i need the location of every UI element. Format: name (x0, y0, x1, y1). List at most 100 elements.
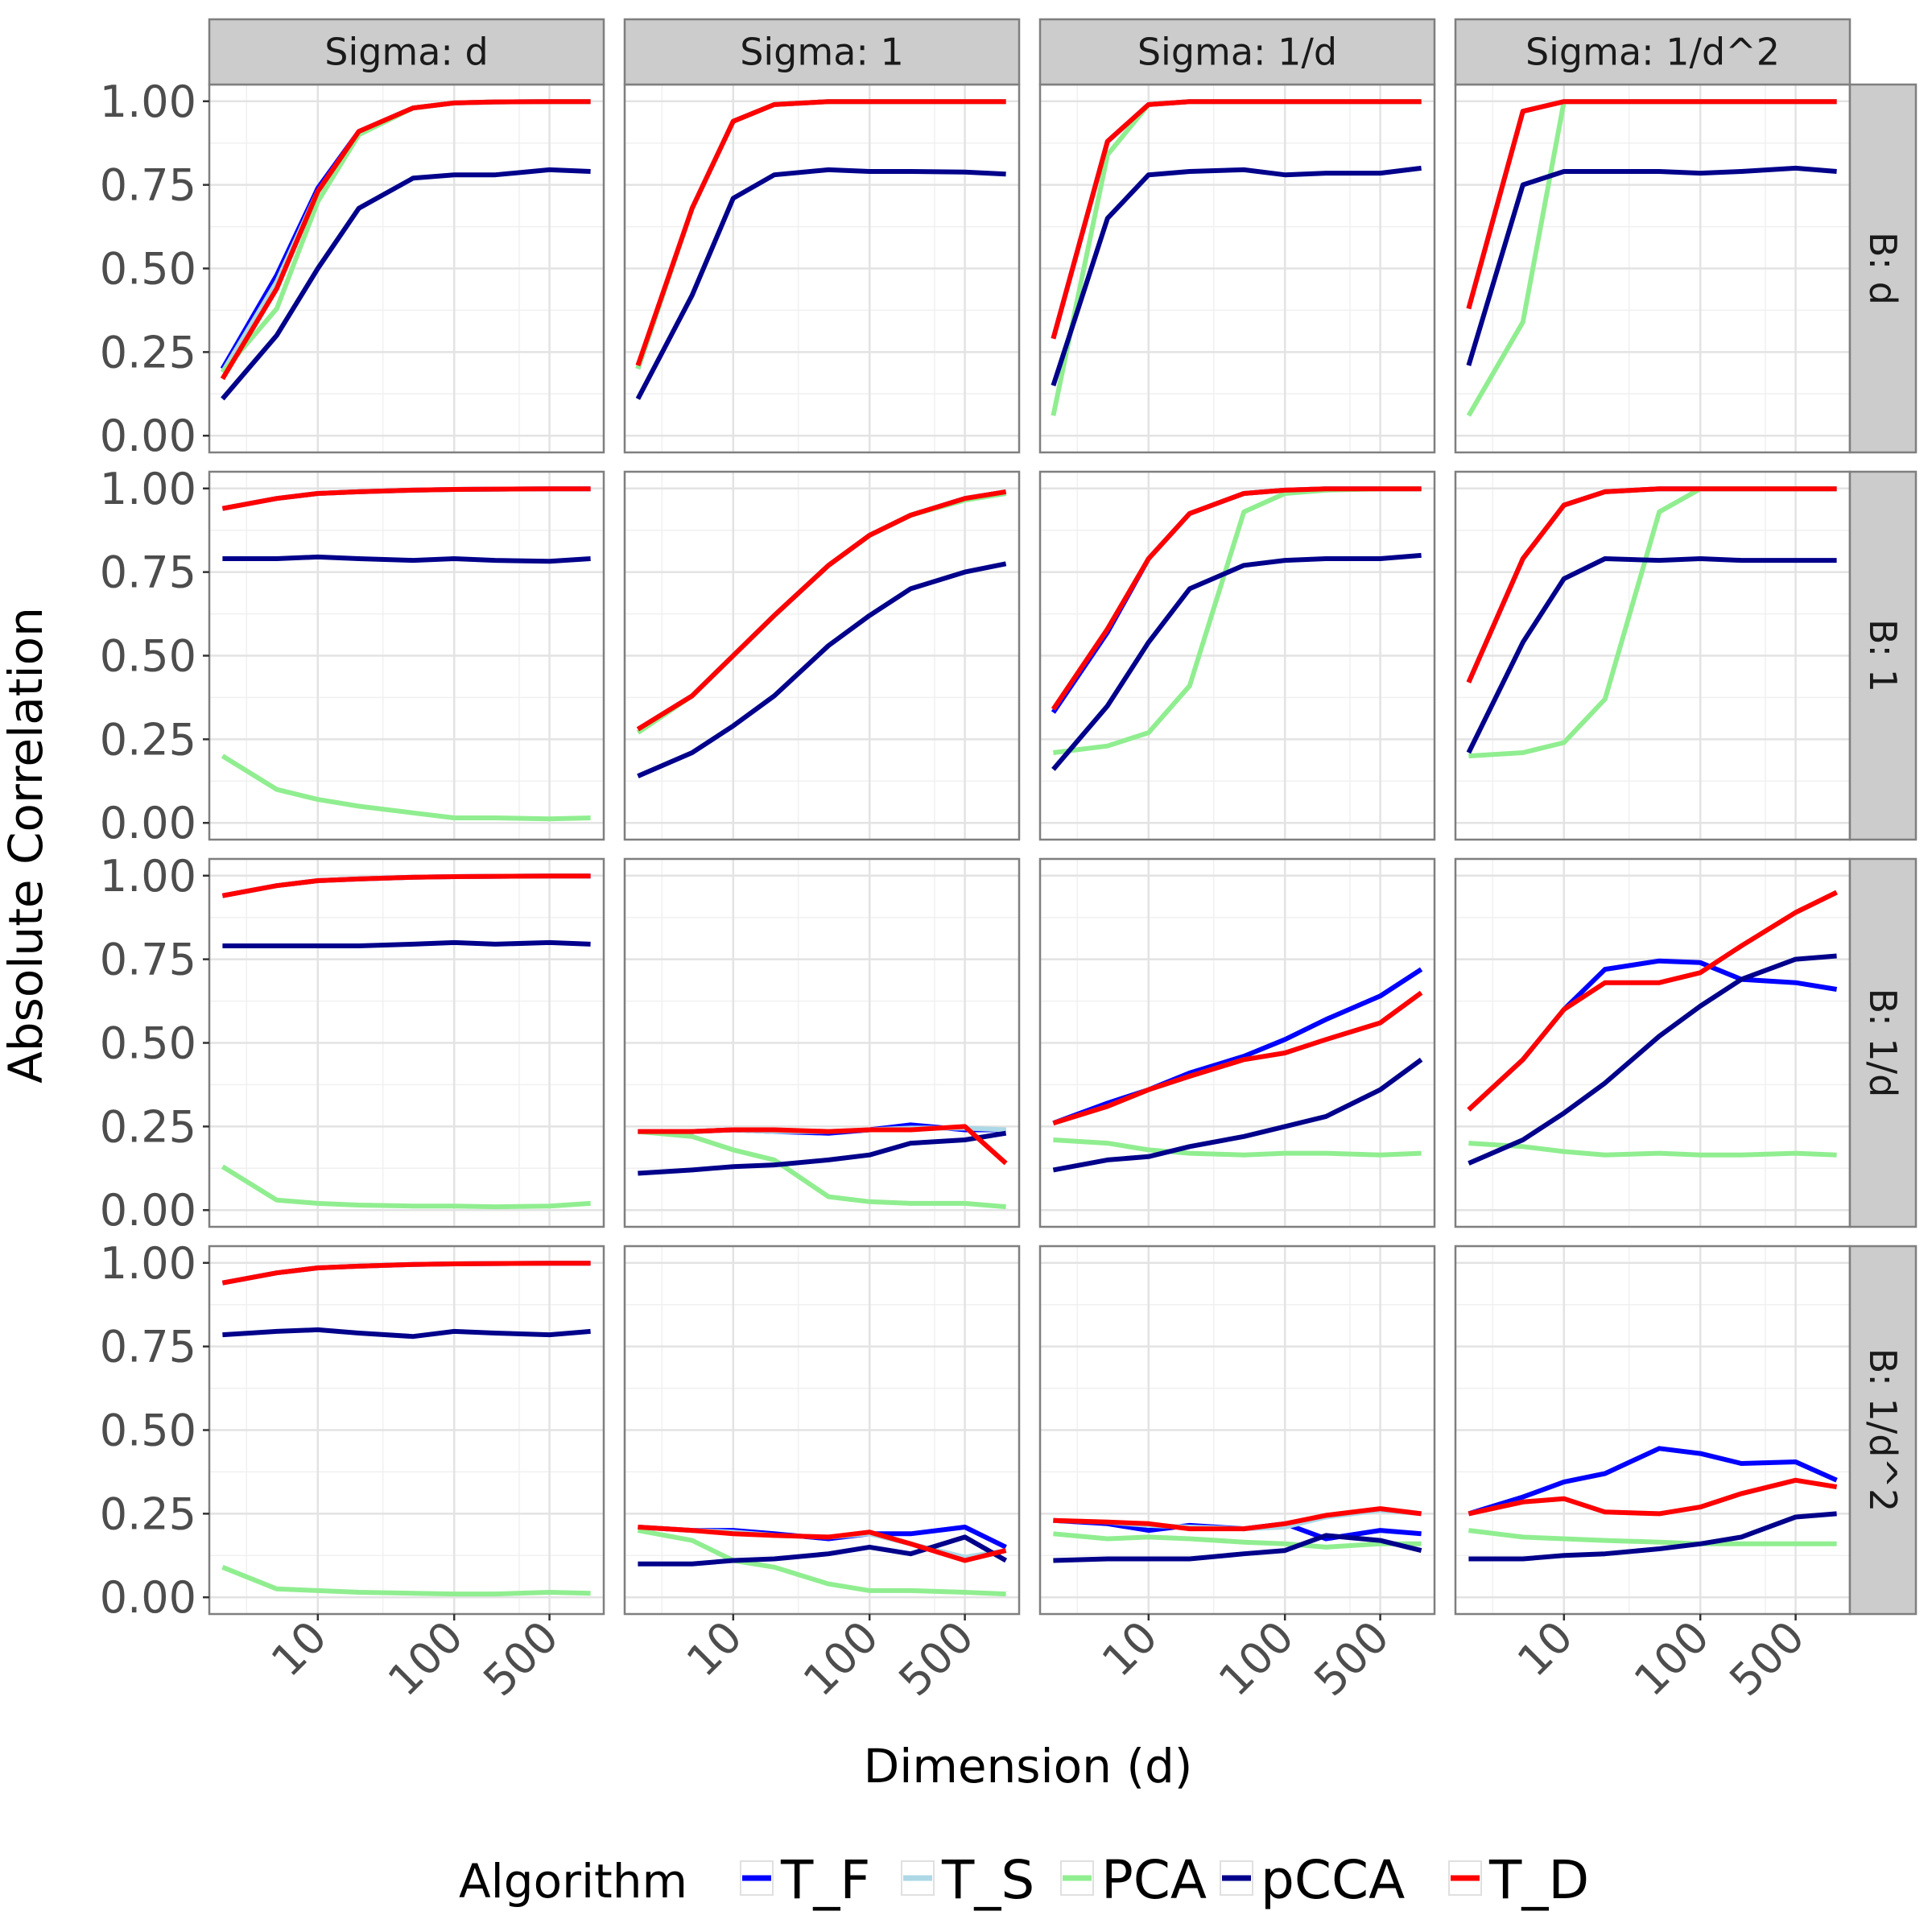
series-line-pca (221, 1164, 591, 1210)
legend-entries: T_F T_S PCA pCCA T_D (740, 1849, 1589, 1911)
series-line-pcca (638, 1534, 1008, 1567)
panel-border (623, 857, 1021, 1228)
strip-background (1454, 18, 1852, 86)
strip-label: B: 1/d^2 (1861, 1348, 1905, 1512)
y-tick-label: 0.25 (100, 714, 196, 765)
x-tick-label: 100 (1624, 1612, 1719, 1706)
series-line-pcca (637, 561, 1007, 778)
x-axis-ticks: 10 100 500 10 100 500 10 100 500 10 100 500 (262, 1612, 1814, 1706)
strip-background (1848, 1245, 1918, 1616)
strip-b-1-d: B: 1/d (1848, 857, 1918, 1228)
strip-background (1848, 470, 1918, 841)
panel-b-d-sigma-1 (623, 83, 1021, 454)
series-line-t-d (636, 489, 1007, 732)
series-line-t-d (1467, 890, 1838, 1112)
series-line-t-d (1466, 486, 1837, 683)
strip-sigma-1-d-2: Sigma: 1/d^2 (1454, 18, 1852, 86)
panel-b-d-sigma-d (208, 83, 605, 454)
panel-border (1038, 470, 1436, 841)
series-line-t-f (1468, 1446, 1838, 1517)
y-tick-label: 0.00 (100, 411, 196, 461)
x-tick-label: 500 (473, 1612, 568, 1706)
y-tick-label: 0.75 (100, 1322, 196, 1373)
panel-b-1-sigma-d (208, 470, 605, 841)
legend: Algorithm T_F T_S PCA pCCA T_D (459, 1849, 1589, 1911)
panel-b-1-d-sigma-1 (623, 857, 1021, 1228)
series-line-pcca (1466, 165, 1837, 366)
series-line-pca (1468, 1141, 1837, 1158)
x-tick-label: 10 (1092, 1612, 1167, 1686)
y-tick-label: 0.25 (100, 1488, 196, 1539)
series-line-pcca (1051, 552, 1422, 771)
series-line-t-d (1051, 486, 1422, 711)
y-tick-label: 0.50 (100, 631, 196, 682)
panel-b-d-sigma-1-d (1038, 83, 1436, 454)
panel-b-1-d-sigma-d (208, 857, 605, 1228)
strip-label: B: 1/d (1861, 989, 1905, 1098)
legend-entry-t-d: T_D (1448, 1849, 1589, 1911)
legend-entry-t-s: T_S (901, 1849, 1034, 1911)
strip-b-d: B: d (1848, 83, 1918, 454)
series-line-t-d (1466, 99, 1837, 310)
series-line-t-d (638, 1124, 1008, 1166)
strip-background (1848, 857, 1918, 1228)
series-line-t-d (1051, 99, 1422, 340)
x-axis-title: Dimension (d) (864, 1739, 1193, 1794)
x-tick-label: 10 (677, 1612, 752, 1686)
panel-b-1-sigma-1-d (1038, 470, 1436, 841)
series-line-pcca (1051, 165, 1422, 386)
y-tick-label: 1.00 (100, 851, 196, 902)
strip-background (623, 18, 1021, 86)
strip-b-1: B: 1 (1848, 470, 1918, 841)
series-line-pca (1468, 1528, 1837, 1546)
series-line-pca (1053, 1137, 1422, 1158)
series-line-t-d (638, 1525, 1007, 1563)
strip-b-1-d-2: B: 1/d^2 (1848, 1245, 1918, 1616)
legend-title: Algorithm (459, 1854, 687, 1909)
panel-b-1-d-2-sigma-1 (623, 1245, 1021, 1616)
y-axis-title: Absolute Correlation (0, 607, 53, 1084)
legend-label: T_S (941, 1849, 1034, 1911)
strip-background (208, 18, 605, 86)
series-line-pcca (1468, 953, 1837, 1166)
y-tick-label: 0.00 (100, 1185, 196, 1236)
y-tick-label: 1.00 (100, 464, 196, 514)
series-line-t-d (221, 486, 591, 511)
y-tick-label: 1.00 (100, 1238, 196, 1289)
legend-entry-t-f: T_F (740, 1849, 870, 1911)
series-line-t-d (221, 873, 591, 898)
y-tick-label: 0.75 (100, 547, 196, 598)
y-tick-label: 0.25 (100, 327, 196, 378)
y-tick-label: 0.75 (100, 160, 196, 211)
y-tick-label: 1.00 (100, 76, 196, 127)
panel-b-d-sigma-1-d-2 (1454, 83, 1852, 454)
legend-label: T_F (780, 1849, 870, 1911)
series-line-pca (1053, 1531, 1422, 1550)
series-line-pcca (1052, 1057, 1423, 1173)
panel-b-1-d-sigma-1-d-2 (1454, 857, 1852, 1228)
x-tick-label: 10 (1508, 1612, 1583, 1686)
strip-label: B: d (1861, 232, 1905, 305)
x-tick-label: 500 (1719, 1612, 1814, 1706)
y-tick-label: 0.00 (100, 1572, 196, 1623)
strip-background (1848, 83, 1918, 454)
panel-border (1038, 1245, 1436, 1616)
y-tick-label: 0.25 (100, 1101, 196, 1152)
legend-label: T_D (1488, 1849, 1589, 1911)
x-tick-label: 10 (262, 1612, 336, 1686)
panel-b-1-d-2-sigma-1-d (1038, 1245, 1436, 1616)
panels-layer (208, 83, 1852, 1616)
panel-b-1-sigma-1 (623, 470, 1021, 841)
series-line-pcca (222, 1327, 591, 1340)
legend-entry-pcca: pCCA (1220, 1849, 1405, 1911)
strip-sigma-d: Sigma: d (208, 18, 605, 86)
legend-entry-pca: PCA (1060, 1849, 1207, 1911)
series-line-pca (221, 1565, 591, 1597)
panel-b-1-d-sigma-1-d (1038, 857, 1436, 1228)
strip-label: Sigma: 1/d^2 (1525, 31, 1780, 74)
strip-label: Sigma: 1/d (1137, 31, 1337, 74)
x-tick-label: 500 (889, 1612, 983, 1706)
x-tick-label: 100 (1209, 1612, 1303, 1706)
facet-strips: Sigma: d Sigma: 1 Sigma: 1/d Sigma: 1/d^2 B:… (208, 18, 1918, 1616)
